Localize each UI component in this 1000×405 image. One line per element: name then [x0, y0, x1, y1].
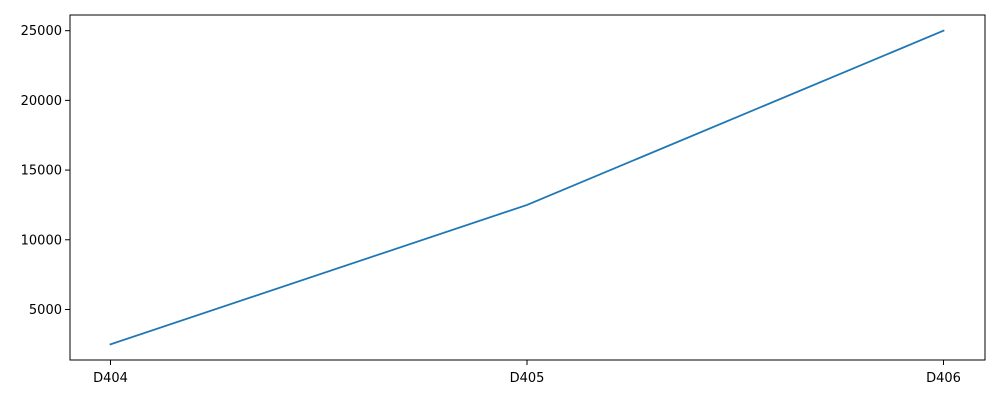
y-tick-label: 15000	[21, 164, 62, 179]
y-tick-label: 20000	[21, 94, 62, 109]
series-line	[109, 29, 945, 346]
y-tick-label: 10000	[21, 233, 62, 248]
y-tick-label: 25000	[21, 24, 62, 39]
x-tick-label: D405	[510, 371, 545, 386]
y-axis-ticks: 5000 10000 15000 20000 25000	[21, 24, 70, 318]
x-tick-label: D404	[93, 371, 128, 386]
y-tick-label: 5000	[29, 303, 62, 318]
x-axis-ticks: D404 D405 D406	[93, 360, 961, 386]
x-tick-label: D406	[926, 371, 961, 386]
plot-area	[70, 15, 985, 360]
series-group	[109, 29, 945, 346]
plot-frame	[69, 14, 986, 361]
